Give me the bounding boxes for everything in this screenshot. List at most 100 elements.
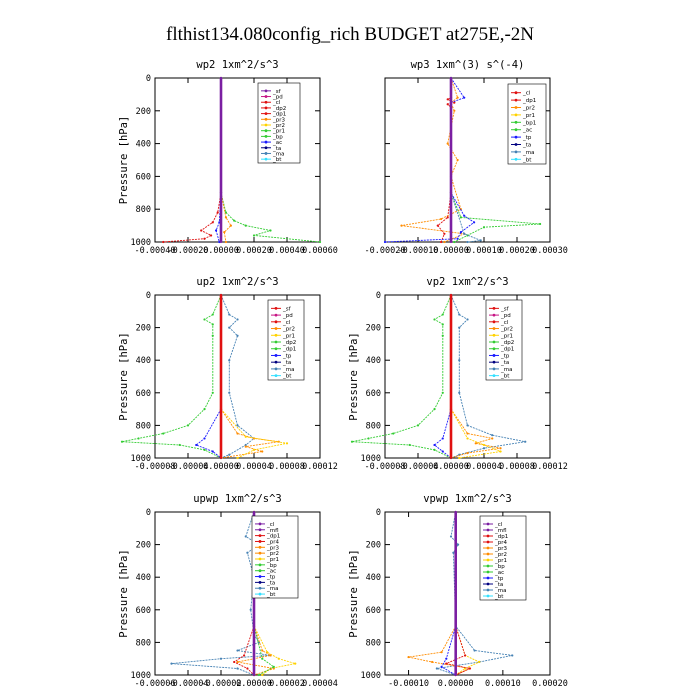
- series-point: [443, 240, 446, 244]
- series-point: [511, 654, 514, 657]
- series-point: [272, 665, 275, 668]
- x-tick-label: 0.00000: [433, 246, 469, 256]
- series-point: [436, 224, 439, 227]
- legend-box: [267, 299, 305, 381]
- series-point: [211, 450, 214, 453]
- legend-entry: _pr1: [500, 333, 513, 339]
- series-point: [466, 437, 469, 440]
- series-point: [228, 326, 231, 329]
- legend-marker: [258, 534, 262, 538]
- series-point: [210, 234, 213, 237]
- series-point: [466, 318, 469, 321]
- legend-marker: [274, 320, 278, 324]
- legend-marker: [258, 545, 262, 549]
- x-tick-label: 0.00012: [302, 462, 338, 472]
- x-tick-label: -0.00010: [398, 246, 439, 256]
- x-tick-label: 0.00004: [466, 462, 502, 472]
- series-point: [200, 229, 203, 232]
- series-line-blue: [440, 512, 457, 676]
- plot-frame: [384, 294, 551, 459]
- series-point: [228, 453, 231, 456]
- legend-marker: [264, 140, 268, 144]
- y-tick-label: 800: [366, 421, 381, 431]
- legend-entry: _ta: [522, 143, 531, 149]
- legend-marker: [258, 528, 262, 532]
- legend-marker: [258, 563, 262, 567]
- legend-entry: _pr2: [272, 123, 285, 129]
- legend-entry: _sf: [500, 306, 510, 312]
- series-line-green: [351, 294, 452, 459]
- legend-marker: [274, 333, 278, 337]
- y-tick-label: 800: [136, 205, 151, 215]
- legend-marker: [264, 146, 268, 150]
- legend-entry: _pr2: [494, 552, 507, 558]
- series-point: [392, 432, 395, 435]
- legend-box: [507, 83, 547, 165]
- legend-entry: _tp: [500, 353, 510, 359]
- series-point: [219, 456, 223, 460]
- series-point: [539, 222, 542, 226]
- legend-marker: [492, 354, 496, 357]
- x-tick-label: 0.00000: [203, 246, 239, 256]
- x-tick-label: 0.00000: [438, 679, 474, 689]
- series-point: [249, 608, 252, 611]
- legend-entry: _bt: [266, 592, 276, 598]
- series-line-yellow: [450, 295, 503, 459]
- legend-marker: [514, 120, 518, 124]
- y-tick-label: 0: [146, 74, 151, 84]
- panel-title: wp2 1xm^2/s^3: [196, 59, 278, 71]
- series-point: [236, 456, 239, 460]
- legend-entry: _pr1: [494, 558, 507, 564]
- legend-marker: [258, 551, 262, 555]
- x-tick-label: -0.00008: [365, 462, 406, 472]
- x-tick-label: 0.00030: [532, 246, 568, 256]
- legend-entry: _dp1: [500, 347, 514, 353]
- legend-entry: _pr4: [266, 539, 280, 545]
- panel-title: vp2 1xm^2/s^3: [426, 276, 508, 288]
- chart-panel-5: upwp 1xm^2/s^3 Pressure [hPa] 0 200 400 600 80…: [118, 493, 338, 689]
- series-point: [456, 96, 459, 99]
- series-point: [440, 240, 443, 244]
- series-point: [350, 440, 354, 443]
- series-point: [120, 440, 124, 443]
- series-point: [453, 240, 456, 244]
- chart-panels: wp2 1xm^2/s^3 Pressure [hPa] 0 200 400 600 800…: [118, 59, 568, 689]
- legend-marker: [258, 580, 262, 584]
- series-point: [269, 229, 272, 232]
- series-line-red: [163, 78, 222, 243]
- series-point: [458, 359, 461, 362]
- series-point: [236, 432, 239, 435]
- x-tick-label: 0.00010: [466, 246, 502, 256]
- legend-entry: _ac: [494, 570, 504, 576]
- series-point: [170, 662, 173, 665]
- series-point: [252, 234, 256, 237]
- series-point: [449, 293, 453, 297]
- x-tick-label: -0.00040: [135, 246, 176, 256]
- series-point: [211, 221, 214, 224]
- x-tick-label: 0.00002: [269, 679, 305, 689]
- series-point: [456, 543, 460, 546]
- x-tick-label: -0.00004: [168, 679, 209, 689]
- legend-marker: [486, 582, 490, 586]
- x-tick-label: 0.00020: [236, 246, 272, 256]
- legend-entry: _pr1: [272, 129, 285, 135]
- series-point: [433, 448, 436, 451]
- legend-entry: _bt: [282, 374, 292, 380]
- legend-marker: [492, 347, 496, 351]
- series-line-orange: [408, 512, 472, 676]
- series-point: [474, 442, 477, 445]
- legend-entry: _bp1: [522, 120, 536, 126]
- y-tick-label: 600: [136, 606, 151, 616]
- series-point: [236, 424, 239, 427]
- legend-entry: _tp: [522, 135, 532, 141]
- chart-panel-3: up2 1xm^2/s^3 Pressure [hPa] 0 200 400 600 800…: [118, 276, 338, 472]
- y-axis-label: Pressure [hPa]: [348, 549, 360, 638]
- legend-marker: [258, 540, 262, 543]
- legend-marker: [258, 575, 262, 578]
- series-point: [252, 448, 256, 451]
- x-tick-label: -0.00020: [365, 246, 406, 256]
- series-point: [219, 657, 223, 660]
- legend-marker: [492, 327, 496, 330]
- chart-panel-2: wp3 1xm^(3) s^(-4) -0.00020-0.000100.0000…: [365, 59, 568, 256]
- series-point: [178, 443, 181, 447]
